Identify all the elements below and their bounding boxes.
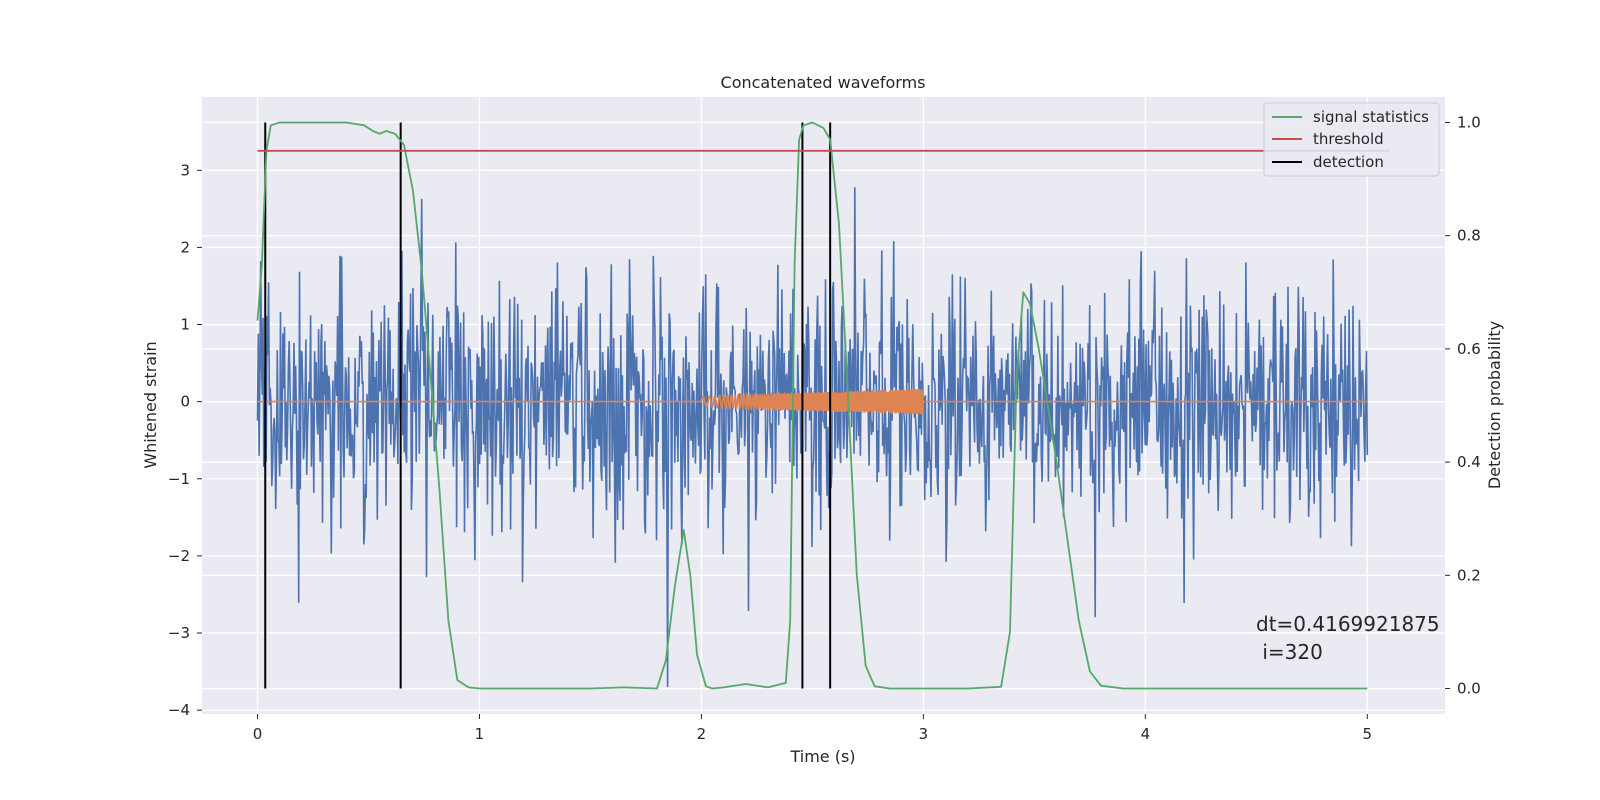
y-right-tick-label-2: 0.4 [1457, 453, 1481, 471]
strain-noise-line [256, 187, 1369, 688]
legend-label-detection: detection [1313, 153, 1384, 171]
y-right-tick-label-3: 0.6 [1457, 340, 1481, 358]
legend-label-signal-statistics: signal statistics [1313, 108, 1429, 126]
y-right-tick-label-1: 0.2 [1457, 566, 1481, 584]
y-axis-right-label: Detection probability [1485, 321, 1504, 489]
annotation: dt=0.4169921875 i=320 [1256, 612, 1440, 664]
x-tick-label-0: 0 [253, 725, 263, 743]
template-waveform-line [257, 388, 1368, 415]
y-right-tick-label-5: 1.0 [1457, 113, 1481, 131]
plot-area [256, 121, 1390, 690]
legend-box [1263, 102, 1440, 177]
y-tick-label-5: 1 [180, 316, 190, 334]
annotation-line-2: i=320 [1256, 640, 1323, 664]
y-tick-label-3: −1 [168, 470, 190, 488]
y-axis-label: Whitened strain [141, 341, 160, 468]
annotation-line-1: dt=0.4169921875 [1256, 612, 1440, 636]
signal-statistics-line [256, 121, 1368, 690]
axes: 0 1 2 3 4 5 −4 −3 −2 −1 0 1 2 3 0.0 0.2 0.4 0.6 0.8 1.0 [168, 113, 1481, 743]
x-tick-label-5: 5 [1363, 725, 1373, 743]
y-tick-label-4: 0 [180, 393, 190, 411]
x-axis-label: Time (s) [789, 747, 855, 766]
y-tick-label-0: −4 [168, 701, 190, 719]
legend: signal statistics threshold detection [1263, 102, 1440, 177]
y-tick-label-6: 2 [180, 238, 190, 256]
x-tick-label-3: 3 [919, 725, 929, 743]
y-tick-label-2: −2 [168, 547, 190, 565]
y-right-tick-label-0: 0.0 [1457, 680, 1481, 698]
x-tick-label-2: 2 [697, 725, 707, 743]
x-tick-label-1: 1 [475, 725, 485, 743]
chart-title: Concatenated waveforms [721, 73, 926, 92]
y-right-tick-label-4: 0.8 [1457, 227, 1481, 245]
x-tick-label-4: 4 [1141, 725, 1151, 743]
y-tick-label-7: 3 [180, 161, 190, 179]
legend-label-threshold: threshold [1313, 130, 1384, 148]
y-tick-label-1: −3 [168, 624, 190, 642]
